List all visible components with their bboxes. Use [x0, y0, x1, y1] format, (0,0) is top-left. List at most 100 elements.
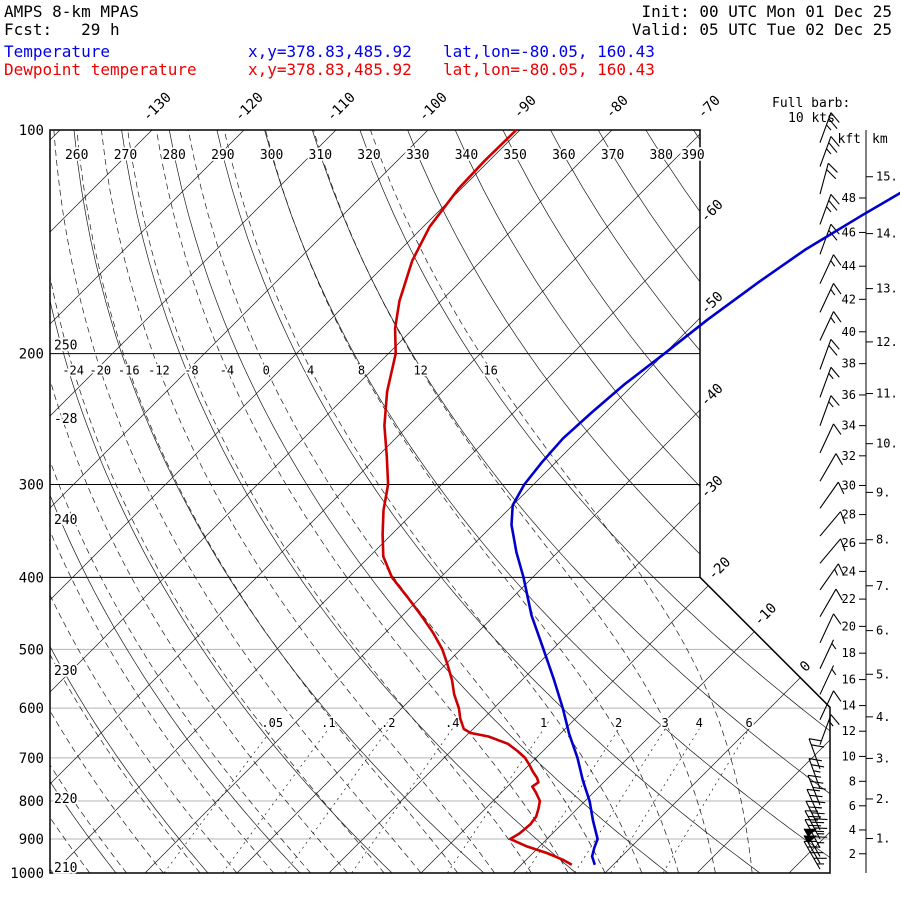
svg-text:10 kts: 10 kts [788, 111, 835, 126]
sounding-curves [381, 129, 900, 866]
svg-text:-20: -20 [89, 363, 111, 377]
svg-text:6.: 6. [876, 624, 890, 638]
model-title: AMPS 8-km MPAS [4, 2, 139, 21]
svg-text:14.: 14. [876, 227, 898, 241]
svg-text:46: 46 [842, 225, 856, 239]
svg-text:-90: -90 [511, 93, 540, 122]
svg-text:28: 28 [842, 508, 856, 522]
svg-text:42: 42 [842, 292, 856, 306]
svg-text:-24: -24 [62, 363, 84, 377]
svg-text:230: 230 [54, 664, 77, 679]
svg-text:800: 800 [19, 794, 44, 810]
temperature-curve [510, 191, 900, 866]
svg-text:30: 30 [842, 478, 856, 492]
svg-text:32: 32 [842, 449, 856, 463]
moist-adiabat-labels: -24 -20 -16 -12 -8 -4 0 4 8 12 16 [61, 362, 500, 380]
svg-text:-110: -110 [324, 90, 359, 125]
svg-text:500: 500 [19, 642, 44, 658]
svg-text:.2: .2 [381, 716, 395, 730]
svg-text:6: 6 [745, 716, 752, 730]
wind-barbs [803, 112, 846, 870]
isotherm-right-labels: -60 -50 -40 -30 -20 -10 0 [698, 197, 815, 676]
svg-text:-40: -40 [698, 381, 727, 410]
svg-text:1.: 1. [876, 832, 890, 846]
svg-text:-50: -50 [698, 289, 727, 318]
svg-text:-80: -80 [603, 93, 632, 122]
svg-text:310: 310 [309, 148, 332, 163]
svg-text:2: 2 [615, 716, 622, 730]
svg-text:8: 8 [358, 363, 365, 377]
isotherm-top-labels: -130 -120 -110 -100 -90 -80 -70 [140, 90, 724, 125]
svg-text:26: 26 [842, 536, 856, 550]
svg-text:5.: 5. [876, 667, 890, 681]
svg-text:340: 340 [455, 148, 478, 163]
plot-border [49, 129, 831, 874]
svg-text:8: 8 [849, 774, 856, 788]
svg-text:6: 6 [849, 799, 856, 813]
forecast-hour: Fcst: 29 h [4, 20, 120, 39]
svg-text:15.: 15. [876, 170, 898, 184]
svg-text:-70: -70 [695, 93, 724, 122]
svg-text:16: 16 [483, 363, 497, 377]
svg-text:210: 210 [54, 861, 77, 876]
svg-text:300: 300 [260, 148, 283, 163]
svg-text:200: 200 [19, 347, 44, 363]
svg-text:kft: kft [838, 132, 861, 147]
svg-text:12: 12 [413, 363, 427, 377]
svg-text:-4: -4 [220, 363, 234, 377]
svg-text:-30: -30 [698, 473, 727, 502]
barb-legend: Full barb:10 kts [772, 96, 850, 126]
svg-text:390: 390 [681, 148, 704, 163]
svg-text:-120: -120 [232, 90, 267, 125]
svg-text:600: 600 [19, 701, 44, 717]
svg-text:100: 100 [19, 123, 44, 139]
svg-text:-16: -16 [118, 363, 140, 377]
dry-adiabats-group [50, 130, 830, 873]
svg-text:24: 24 [842, 564, 856, 578]
pressure-axis-labels: 100 200 300 400 500 600 700 800 900 1000 [10, 123, 44, 882]
svg-text:.1: .1 [321, 716, 335, 730]
svg-text:.4: .4 [445, 716, 459, 730]
svg-text:1: 1 [540, 716, 547, 730]
svg-text:360: 360 [552, 148, 575, 163]
svg-text:12.: 12. [876, 335, 898, 349]
svg-text:280: 280 [162, 148, 185, 163]
svg-text:0: 0 [263, 363, 270, 377]
temperature-xy: x,y=378.83,485.92 [248, 42, 412, 61]
svg-text:-12: -12 [148, 363, 170, 377]
svg-text:.05: .05 [261, 716, 283, 730]
svg-text:8.: 8. [876, 533, 890, 547]
dewpoint-latlon: lat,lon=-80.05, 160.43 [443, 60, 655, 79]
svg-text:4.: 4. [876, 710, 890, 724]
svg-text:220: 220 [54, 792, 77, 807]
svg-text:4: 4 [849, 823, 856, 837]
svg-text:-10: -10 [751, 600, 780, 629]
svg-text:9.: 9. [876, 485, 890, 499]
svg-text:400: 400 [19, 570, 44, 586]
svg-text:38: 38 [842, 357, 856, 371]
svg-text:300: 300 [19, 478, 44, 494]
svg-text:330: 330 [406, 148, 429, 163]
svg-text:16: 16 [842, 673, 856, 687]
mixing-ratio-labels: .05 .1 .2 .4 1 2 3 4 6 [260, 714, 755, 732]
pressure-gridlines [50, 353, 830, 840]
dewpoint-curve [381, 129, 573, 866]
temperature-legend-label: Temperature [4, 42, 110, 61]
svg-text:4: 4 [307, 363, 314, 377]
svg-text:36: 36 [842, 388, 856, 402]
svg-text:10.: 10. [876, 437, 898, 451]
svg-text:900: 900 [19, 832, 44, 848]
svg-text:Full barb:: Full barb: [772, 96, 850, 111]
svg-text:-100: -100 [416, 90, 451, 125]
svg-text:7.: 7. [876, 579, 890, 593]
svg-text:1000: 1000 [10, 866, 44, 882]
height-scale: kft km24681012141618202224262830323436384… [838, 130, 898, 873]
svg-text:-60: -60 [698, 197, 727, 226]
moist-adiabat-left-label: -28 [52, 410, 79, 429]
svg-text:14: 14 [842, 699, 856, 713]
svg-text:700: 700 [19, 751, 44, 767]
svg-text:km: km [872, 132, 888, 147]
svg-text:270: 270 [114, 148, 137, 163]
svg-text:2.: 2. [876, 792, 890, 806]
